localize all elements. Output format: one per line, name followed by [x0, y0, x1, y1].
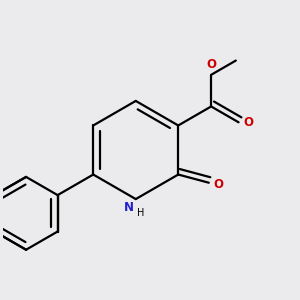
- Text: O: O: [243, 116, 253, 129]
- Text: N: N: [124, 201, 134, 214]
- Text: O: O: [206, 58, 216, 71]
- Text: O: O: [214, 178, 224, 191]
- Text: H: H: [137, 208, 145, 218]
